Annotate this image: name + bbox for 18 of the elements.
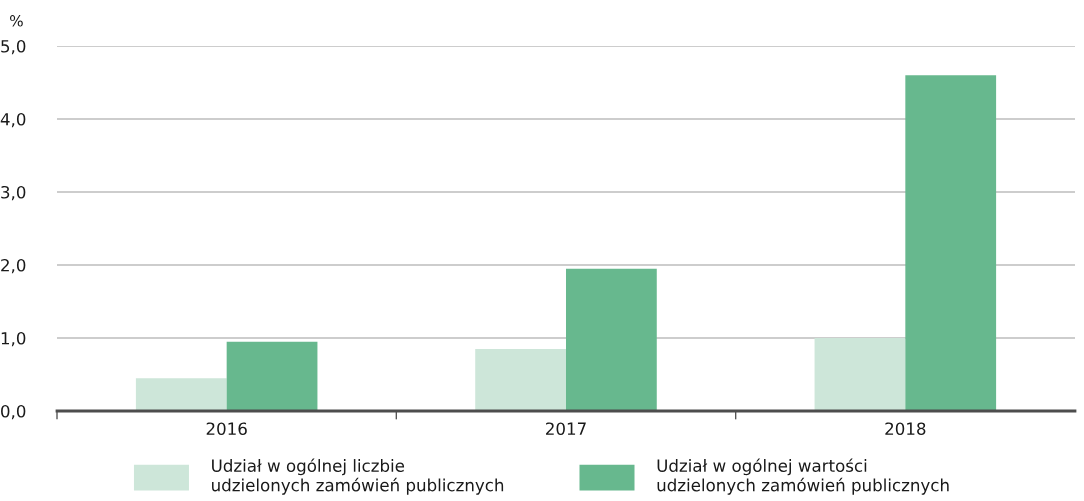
legend-label: Udział w ogólnej liczbie udzielonych zamówień publicznych [212, 458, 504, 495]
y-tick-label: 0,0 [1, 404, 26, 420]
bar [135, 378, 227, 411]
x-tick-label: 2018 [885, 422, 926, 436]
bar [566, 268, 657, 411]
bar [226, 341, 318, 411]
y-tick-label: 5,0 [1, 39, 26, 55]
bar [814, 338, 906, 411]
y-axis-title: % [10, 15, 23, 27]
x-tick-label: 2017 [546, 422, 586, 436]
legend-label: Udział w ogólnej wartości udzielonych zamówień publicznych [657, 458, 949, 495]
y-tick-label: 3,0 [1, 185, 26, 201]
bar [475, 348, 566, 411]
x-tick-label: 2016 [206, 422, 247, 436]
y-tick-label: 4,0 [0, 112, 26, 128]
y-tick-label: 1,0 [1, 331, 26, 347]
bar [905, 75, 997, 411]
y-tick-label: 2,0 [1, 258, 26, 274]
